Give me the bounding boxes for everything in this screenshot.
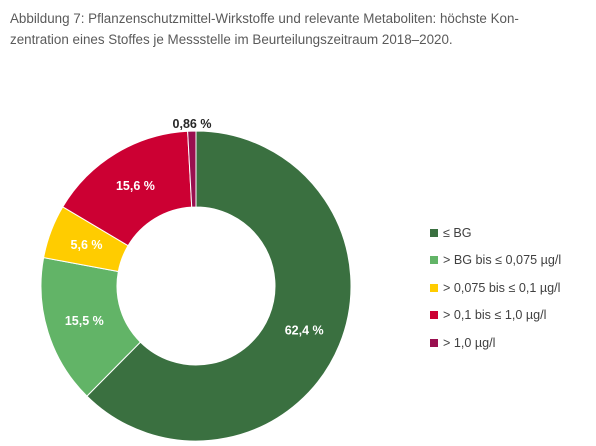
slice-label-2: 15,5 % bbox=[65, 314, 104, 328]
chart-legend: ≤ BG > BG bis ≤ 0,075 µg/l > 0,075 bis ≤ 0… bbox=[430, 219, 561, 357]
legend-label: > 1,0 µg/l bbox=[443, 336, 495, 350]
legend-swatch-icon bbox=[430, 256, 438, 264]
legend-label: ≤ BG bbox=[443, 226, 472, 240]
legend-swatch-icon bbox=[430, 339, 438, 347]
legend-swatch-icon bbox=[430, 284, 438, 292]
slice-label-3: 5,6 % bbox=[71, 238, 103, 252]
legend-item-2: > BG bis ≤ 0,075 µg/l bbox=[430, 247, 561, 275]
slice-label-1: 62,4 % bbox=[285, 324, 324, 338]
slice-label-5: 0,86 % bbox=[173, 117, 212, 131]
legend-label: > 0,1 bis ≤ 1,0 µg/l bbox=[443, 308, 546, 322]
legend-swatch-icon bbox=[430, 311, 438, 319]
legend-item-1: ≤ BG bbox=[430, 219, 561, 247]
legend-item-3: > 0,075 bis ≤ 0,1 µg/l bbox=[430, 274, 561, 302]
legend-swatch-icon bbox=[430, 229, 438, 237]
legend-item-4: > 0,1 bis ≤ 1,0 µg/l bbox=[430, 302, 561, 330]
legend-label: > 0,075 bis ≤ 0,1 µg/l bbox=[443, 281, 560, 295]
slice-label-4: 15,6 % bbox=[116, 179, 155, 193]
legend-label: > BG bis ≤ 0,075 µg/l bbox=[443, 253, 561, 267]
legend-item-5: > 1,0 µg/l bbox=[430, 329, 561, 357]
